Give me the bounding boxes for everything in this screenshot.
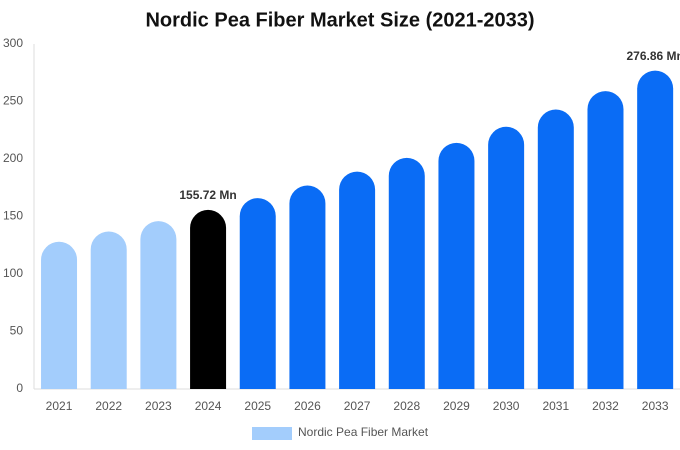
bar xyxy=(90,231,127,389)
y-tick-label: 150 xyxy=(3,209,23,223)
y-tick-label: 300 xyxy=(3,36,23,50)
bar xyxy=(41,241,78,389)
x-tick-label: 2021 xyxy=(46,399,73,413)
x-tick-label: 2028 xyxy=(393,399,420,413)
value-label: 276.86 Mn xyxy=(626,49,680,63)
x-tick-label: 2026 xyxy=(294,399,321,413)
y-tick-label: 100 xyxy=(3,266,23,280)
bar xyxy=(587,91,624,390)
y-tick-label: 250 xyxy=(3,94,23,108)
bar xyxy=(289,185,326,389)
x-tick-label: 2032 xyxy=(592,399,619,413)
bar xyxy=(488,126,525,389)
x-tick-label: 2033 xyxy=(642,399,669,413)
bar xyxy=(388,157,425,389)
y-tick-label: 0 xyxy=(16,381,23,395)
x-tick-label: 2023 xyxy=(145,399,172,413)
bar xyxy=(339,171,376,389)
y-tick-label: 200 xyxy=(3,151,23,165)
bar xyxy=(637,70,674,390)
bar xyxy=(537,109,574,389)
legend-swatch xyxy=(252,427,292,440)
bar xyxy=(190,209,227,389)
x-tick-label: 2024 xyxy=(195,399,222,413)
bar xyxy=(140,221,177,389)
x-tick-label: 2031 xyxy=(542,399,569,413)
bar xyxy=(239,198,276,389)
y-tick-label: 50 xyxy=(10,324,24,338)
chart-title: Nordic Pea Fiber Market Size (2021-2033) xyxy=(145,9,534,31)
x-tick-label: 2027 xyxy=(344,399,371,413)
x-tick-label: 2029 xyxy=(443,399,470,413)
x-tick-label: 2022 xyxy=(95,399,122,413)
x-tick-label: 2025 xyxy=(244,399,271,413)
x-tick-label: 2030 xyxy=(493,399,520,413)
value-label: 155.72 Mn xyxy=(179,188,236,202)
legend-label: Nordic Pea Fiber Market xyxy=(298,425,429,439)
bar xyxy=(438,142,475,389)
